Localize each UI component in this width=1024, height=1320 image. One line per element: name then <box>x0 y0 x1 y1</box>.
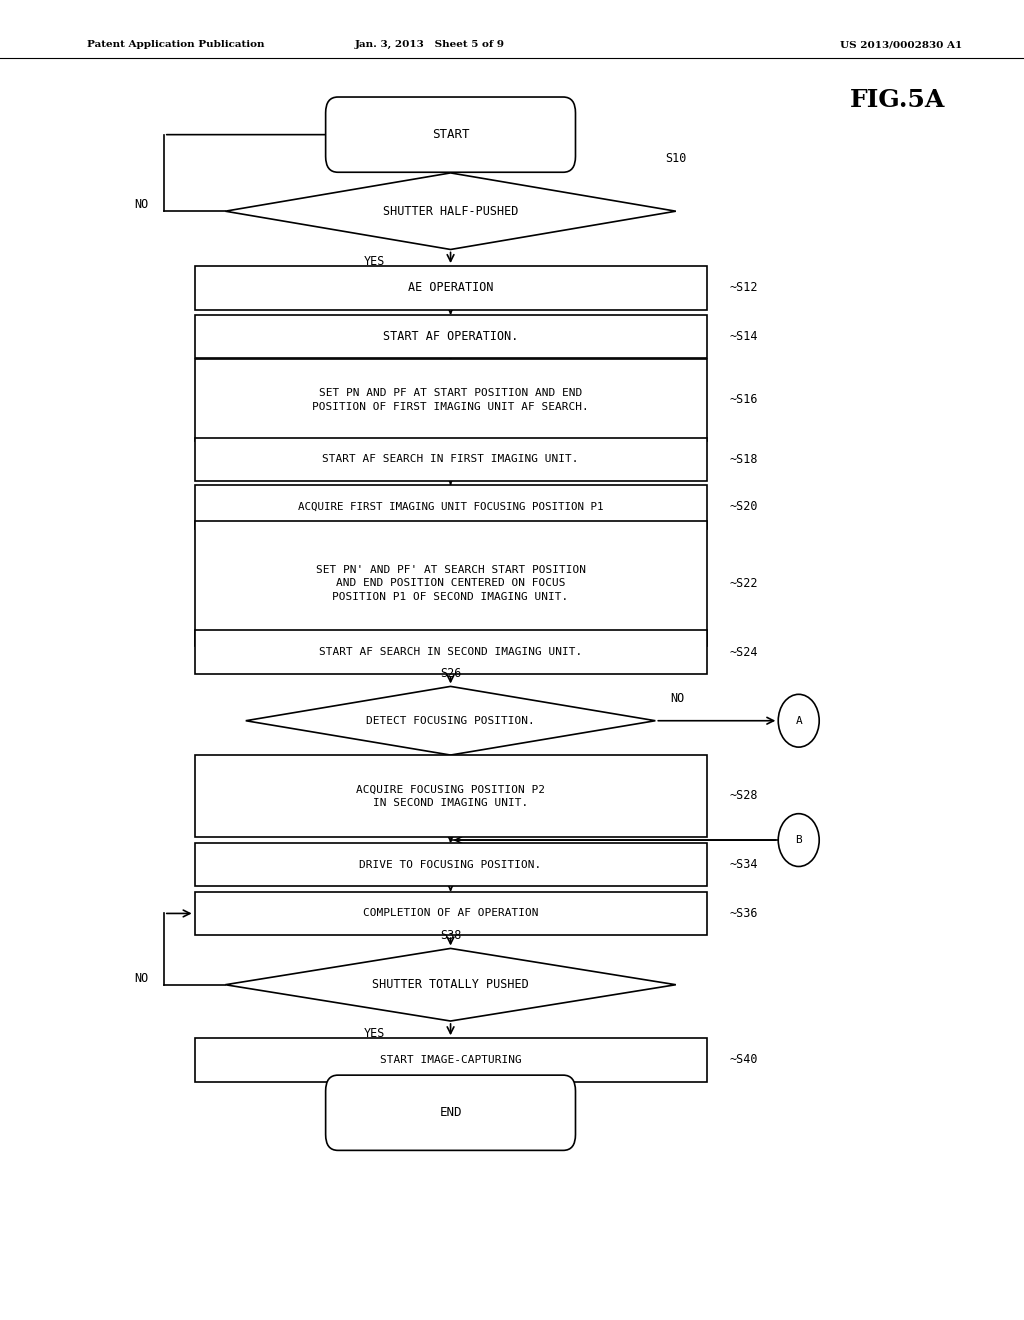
Text: SET PN' AND PF' AT SEARCH START POSITION
AND END POSITION CENTERED ON FOCUS
POSI: SET PN' AND PF' AT SEARCH START POSITION… <box>315 565 586 602</box>
Text: DETECT FOCUSING POSITION.: DETECT FOCUSING POSITION. <box>367 715 535 726</box>
Text: NO: NO <box>671 692 685 705</box>
Text: Jan. 3, 2013   Sheet 5 of 9: Jan. 3, 2013 Sheet 5 of 9 <box>355 41 505 49</box>
Bar <box>195 755 707 837</box>
Bar <box>195 437 707 480</box>
Text: DRIVE TO FOCUSING POSITION.: DRIVE TO FOCUSING POSITION. <box>359 859 542 870</box>
Text: START AF SEARCH IN SECOND IMAGING UNIT.: START AF SEARCH IN SECOND IMAGING UNIT. <box>318 647 583 657</box>
Bar <box>195 1038 707 1082</box>
Text: ACQUIRE FIRST IMAGING UNIT FOCUSING POSITION P1: ACQUIRE FIRST IMAGING UNIT FOCUSING POSI… <box>298 502 603 512</box>
Text: ~S16: ~S16 <box>729 393 758 407</box>
Text: START AF SEARCH IN FIRST IMAGING UNIT.: START AF SEARCH IN FIRST IMAGING UNIT. <box>323 454 579 465</box>
Text: S38: S38 <box>440 929 462 942</box>
Text: Patent Application Publication: Patent Application Publication <box>87 41 264 49</box>
Text: ~S18: ~S18 <box>729 453 758 466</box>
Text: ~S20: ~S20 <box>729 500 758 513</box>
FancyBboxPatch shape <box>326 96 575 172</box>
Text: ~S34: ~S34 <box>729 858 758 871</box>
Text: ~S28: ~S28 <box>729 789 758 803</box>
Text: A: A <box>796 715 802 726</box>
Text: SHUTTER HALF-PUSHED: SHUTTER HALF-PUSHED <box>383 205 518 218</box>
Bar <box>195 267 707 309</box>
Bar <box>195 892 707 935</box>
Text: ACQUIRE FOCUSING POSITION P2
IN SECOND IMAGING UNIT.: ACQUIRE FOCUSING POSITION P2 IN SECOND I… <box>356 784 545 808</box>
Polygon shape <box>225 948 676 1022</box>
Bar <box>195 314 707 358</box>
Text: ~S14: ~S14 <box>729 330 758 343</box>
Circle shape <box>778 694 819 747</box>
Text: ~S12: ~S12 <box>729 281 758 294</box>
Text: NO: NO <box>134 198 148 211</box>
Text: SHUTTER TOTALLY PUSHED: SHUTTER TOTALLY PUSHED <box>372 978 529 991</box>
Text: YES: YES <box>364 1027 385 1040</box>
Text: US 2013/0002830 A1: US 2013/0002830 A1 <box>840 41 962 49</box>
Text: COMPLETION OF AF OPERATION: COMPLETION OF AF OPERATION <box>362 908 539 919</box>
Circle shape <box>778 813 819 866</box>
Text: START AF OPERATION.: START AF OPERATION. <box>383 330 518 343</box>
Bar <box>195 631 707 673</box>
Bar <box>195 484 707 528</box>
FancyBboxPatch shape <box>326 1074 575 1150</box>
Text: ~S24: ~S24 <box>729 645 758 659</box>
Text: YES: YES <box>364 760 385 774</box>
Bar <box>195 521 707 645</box>
Bar <box>195 843 707 887</box>
Text: ~S36: ~S36 <box>729 907 758 920</box>
Text: END: END <box>439 1106 462 1119</box>
Text: START IMAGE-CAPTURING: START IMAGE-CAPTURING <box>380 1055 521 1065</box>
Polygon shape <box>225 173 676 249</box>
Bar <box>195 359 707 441</box>
Text: B: B <box>796 836 802 845</box>
Polygon shape <box>246 686 655 755</box>
Text: NO: NO <box>134 972 148 985</box>
Text: ~S22: ~S22 <box>729 577 758 590</box>
Text: ~S40: ~S40 <box>729 1053 758 1067</box>
Text: START: START <box>432 128 469 141</box>
Text: AE OPERATION: AE OPERATION <box>408 281 494 294</box>
Text: FIG.5A: FIG.5A <box>850 88 945 112</box>
Text: SET PN AND PF AT START POSITION AND END
POSITION OF FIRST IMAGING UNIT AF SEARCH: SET PN AND PF AT START POSITION AND END … <box>312 388 589 412</box>
Text: S10: S10 <box>666 152 687 165</box>
Text: S26: S26 <box>440 667 462 680</box>
Text: YES: YES <box>364 255 385 268</box>
